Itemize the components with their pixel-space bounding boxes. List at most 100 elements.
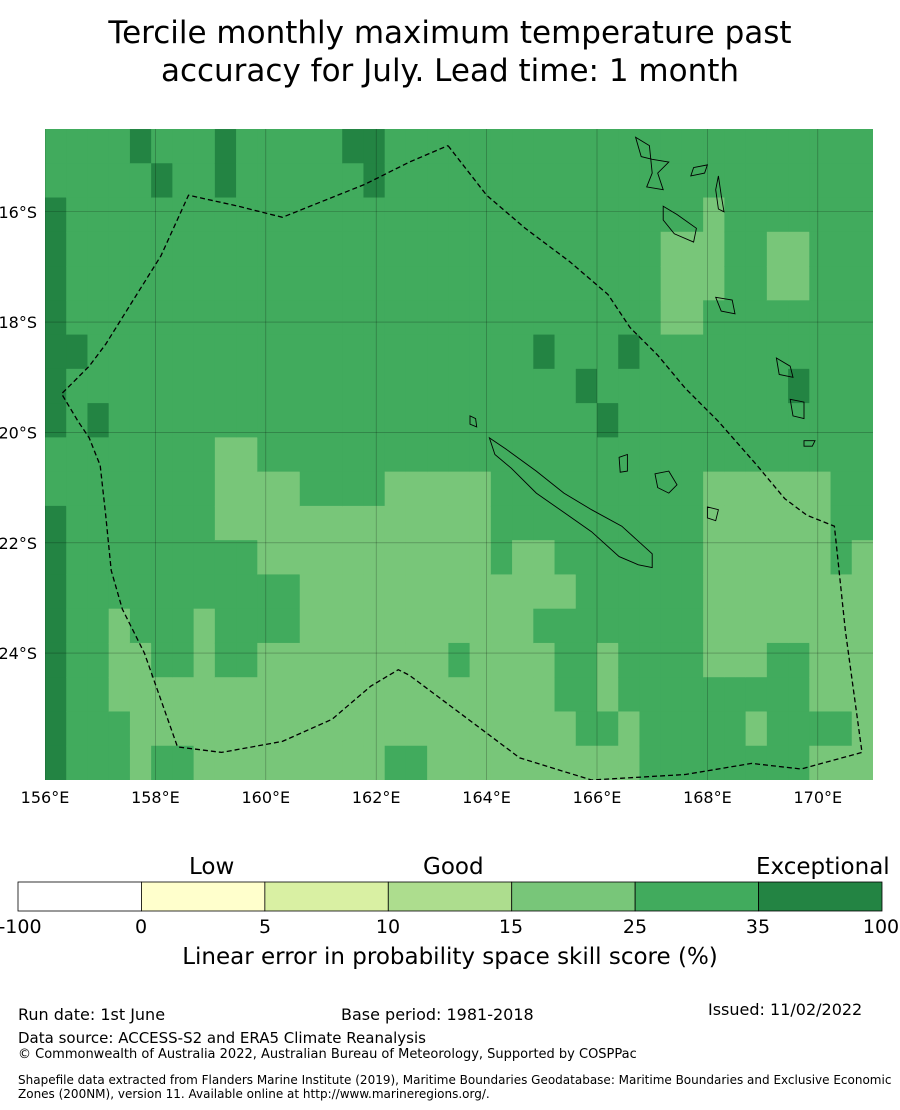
grid-cell (172, 608, 195, 644)
grid-cell (639, 642, 662, 678)
grid-cell (575, 334, 598, 370)
grid-cell (533, 711, 556, 747)
grid-cell (851, 677, 873, 713)
grid-cell (575, 608, 598, 644)
grid-cell (45, 368, 67, 404)
grid-cell (427, 231, 449, 267)
grid-cell (660, 437, 683, 473)
island-outline (690, 164, 709, 177)
grid-cell (405, 266, 428, 301)
grid-cell (363, 163, 386, 199)
grid-cell (469, 334, 492, 370)
grid-cell (214, 300, 237, 336)
grid-cell (809, 574, 832, 610)
grid-cell (745, 197, 768, 233)
grid-cell (660, 403, 683, 438)
grid-cell (299, 437, 322, 473)
grid-cell (321, 505, 343, 541)
grid-cell (214, 574, 237, 610)
lon-tick-label: 162°E (352, 788, 401, 807)
grid-cell (512, 266, 534, 301)
grid-cell (45, 129, 67, 164)
grid-cell (236, 197, 258, 233)
grid-cell (214, 163, 237, 199)
grid-cell (342, 471, 365, 507)
grid-cell (384, 677, 407, 713)
grid-cell (490, 745, 513, 780)
grid-cell (151, 129, 173, 164)
grid-cell (321, 368, 343, 404)
grid-cell (830, 745, 853, 780)
grid-cell (745, 403, 768, 438)
grid-cell (172, 197, 195, 233)
grid-cell (257, 711, 280, 747)
grid-cell (554, 745, 577, 780)
grid-cell (618, 129, 641, 164)
grid-cell (724, 574, 747, 610)
grid-cell (405, 471, 428, 507)
grid-cell (108, 711, 131, 747)
grid-cell (618, 677, 641, 713)
grid-cell (66, 540, 89, 576)
grid-cell (427, 129, 449, 164)
grid-cell (597, 266, 619, 301)
grid-cell (554, 642, 577, 678)
lon-tick-label: 168°E (683, 788, 732, 807)
grid-cell (45, 231, 67, 267)
grid-cell (681, 642, 704, 678)
grid-cell (703, 368, 725, 404)
grid-cell (299, 197, 322, 233)
grid-cell (660, 642, 683, 678)
grid-cell (363, 540, 386, 576)
colorbar-tick-label: 15 (498, 916, 524, 938)
grid-cell (766, 574, 789, 610)
grid-cell (597, 574, 619, 610)
grid-cell (830, 471, 853, 507)
grid-cell (405, 711, 428, 747)
grid-cell (512, 368, 534, 404)
grid-cell (766, 231, 789, 267)
grid-cell (745, 642, 768, 678)
grid-cell (512, 129, 534, 164)
grid-cell (151, 334, 173, 370)
grid-cell (66, 745, 89, 780)
grid-cell (512, 300, 534, 336)
grid-cell (405, 608, 428, 644)
grid-cell (342, 197, 365, 233)
grid-cell (681, 711, 704, 747)
grid-cell (108, 642, 131, 678)
grid-cell (851, 300, 873, 336)
grid-cell (193, 163, 216, 199)
grid-cell (830, 231, 853, 267)
grid-cell (766, 129, 789, 164)
grid-cell (724, 608, 747, 644)
grid-cell (448, 505, 471, 541)
grid-cell (512, 505, 534, 541)
grid-cell (597, 677, 619, 713)
grid-cell (703, 471, 725, 507)
island-outline (715, 175, 725, 213)
grid-cell (278, 231, 301, 267)
island-outline (618, 453, 628, 473)
grid-cell (724, 368, 747, 404)
grid-cell (809, 163, 832, 199)
grid-cell (448, 129, 471, 164)
grid-cell (533, 745, 556, 780)
grid-cell (342, 574, 365, 610)
grid-cell (405, 300, 428, 336)
grid-cell (809, 711, 832, 747)
grid-cell (193, 505, 216, 541)
grid-cell (490, 129, 513, 164)
grid-cell (533, 505, 556, 541)
grid-cell (618, 163, 641, 199)
grid-cell (193, 642, 216, 678)
grid-cell (342, 403, 365, 438)
grid-cell (108, 540, 131, 576)
grid-cell (342, 266, 365, 301)
grid-cell (618, 711, 641, 747)
grid-cell (554, 334, 577, 370)
grid-cell (703, 437, 725, 473)
grid-cell (129, 403, 152, 438)
grid-cell (639, 437, 662, 473)
grid-cell (108, 505, 131, 541)
